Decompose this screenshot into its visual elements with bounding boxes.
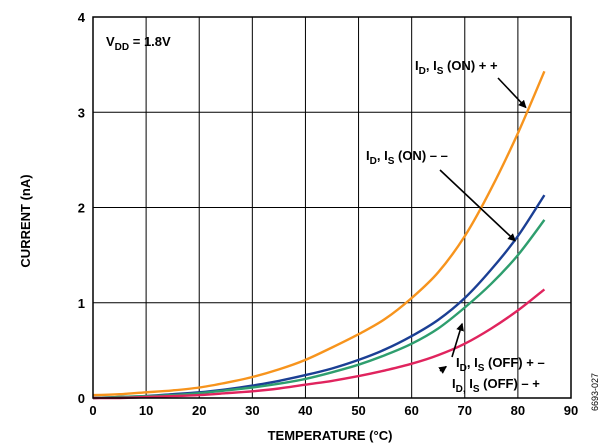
x-axis-title: TEMPERATURE (°C) [268, 428, 393, 443]
grid [93, 17, 571, 398]
x-tick-label: 80 [511, 403, 525, 418]
series-line-off_mp [92, 288, 546, 400]
annotation-off_pm: ID, IS (OFF) + – [456, 355, 545, 374]
y-tick-label: 2 [78, 201, 85, 216]
annotation-arrow-off_pm [451, 322, 464, 358]
annotation-off_mp: ID, IS (OFF) – + [452, 376, 540, 395]
annotations: ID, IS (ON) + + ID, IS (ON) – – ID, IS (OF… [366, 58, 545, 395]
y-tick-label: 0 [78, 391, 85, 406]
x-tick-label: 40 [298, 403, 312, 418]
x-tick-label: 60 [404, 403, 418, 418]
x-tick-label: 20 [192, 403, 206, 418]
annotation-arrow-on_mm [439, 169, 516, 242]
x-tick-label: 30 [245, 403, 259, 418]
y-tick-label: 4 [78, 10, 86, 25]
annotation-arrow-on_pp [497, 77, 527, 109]
x-tick-label: 50 [351, 403, 365, 418]
y-axis-title: CURRENT (nA) [18, 174, 33, 267]
annotation-arrow-off_mp [438, 365, 448, 374]
annotation-on_mm: ID, IS (ON) – – [366, 148, 448, 167]
x-tick-label: 70 [458, 403, 472, 418]
figure-id: 6693-027 [590, 373, 600, 411]
x-tick-label: 0 [89, 403, 96, 418]
annotation-on_pp: ID, IS (ON) + + [415, 58, 498, 77]
vdd-condition-label: VDD = 1.8V [106, 34, 171, 53]
plot-frame [92, 16, 572, 399]
x-tick-label: 10 [139, 403, 153, 418]
series-group [92, 70, 546, 400]
x-tick-label: 90 [564, 403, 578, 418]
y-tick-labels: 0 1 2 3 4 [78, 10, 86, 406]
series-line-on_pp [92, 70, 546, 397]
x-tick-labels: 0 10 20 30 40 50 60 70 80 90 [89, 403, 578, 418]
y-tick-label: 3 [78, 105, 85, 120]
y-tick-label: 1 [78, 296, 85, 311]
